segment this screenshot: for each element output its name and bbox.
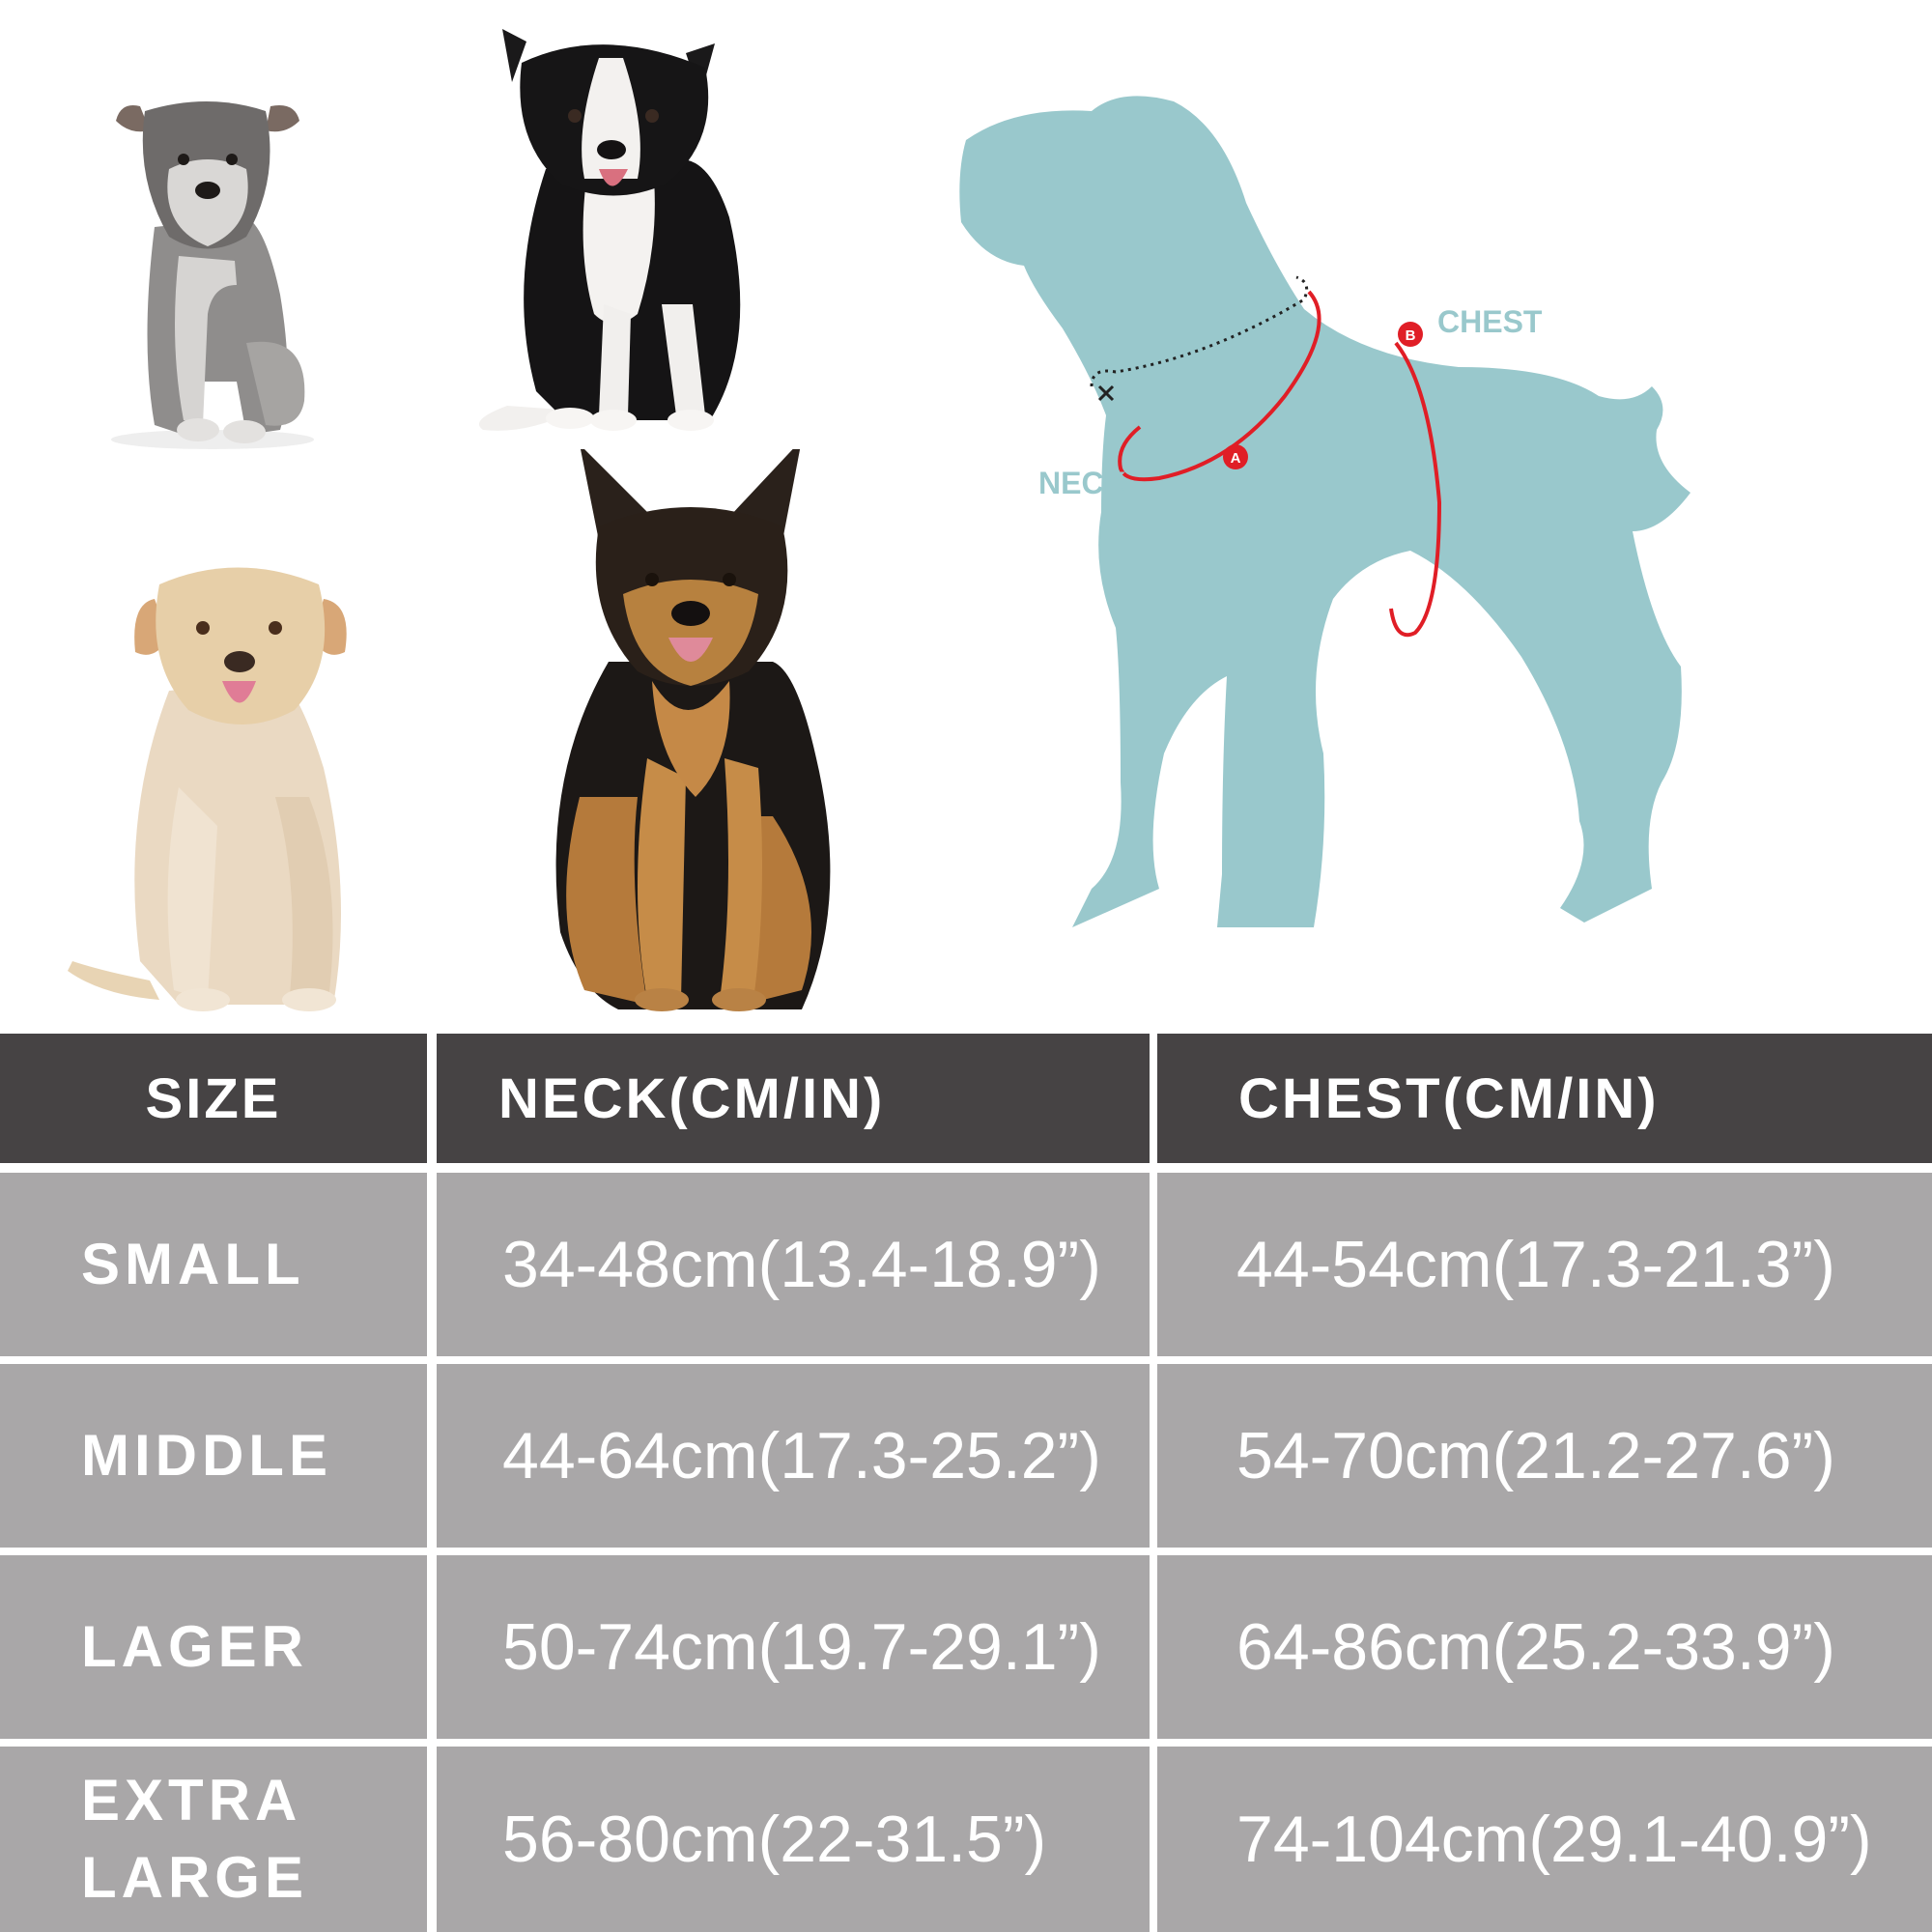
table-row-size: SMALL: [0, 1173, 427, 1356]
size-extra-large: EXTRA LARGE: [81, 1768, 308, 1910]
table-row-neck: 56-80cm(22-31.5”): [437, 1747, 1150, 1932]
chest-value: 64-86cm(25.2-33.9”): [1236, 1610, 1835, 1684]
chest-label: CHEST: [1437, 304, 1543, 339]
neck-label: NECK: [1038, 466, 1126, 500]
border-collie-photo: [469, 24, 787, 440]
table-row-size: LAGER: [0, 1555, 427, 1739]
chest-value: 54-70cm(21.2-27.6”): [1236, 1419, 1835, 1492]
table-row-chest: 44-54cm(17.3-21.3”): [1157, 1173, 1932, 1356]
neck-measure-line: [1118, 290, 1321, 482]
dog-silhouette: [959, 96, 1690, 927]
header-neck: NECK(CM/IN): [437, 1034, 1150, 1163]
header-chest-label: CHEST(CM/IN): [1238, 1066, 1660, 1130]
neck-value: 50-74cm(19.7-29.1”): [502, 1610, 1101, 1684]
marker-b: B: [1398, 322, 1423, 347]
neck-value: 44-64cm(17.3-25.2”): [502, 1419, 1101, 1492]
table-row-neck: 50-74cm(19.7-29.1”): [437, 1555, 1150, 1739]
table-row-chest: 54-70cm(21.2-27.6”): [1157, 1364, 1932, 1548]
size-small: SMALL: [81, 1232, 305, 1296]
neck-value: 34-48cm(13.4-18.9”): [502, 1228, 1101, 1301]
labrador-photo: [63, 546, 386, 1014]
neck-cross-mark: [1097, 384, 1115, 402]
table-row-size: MIDDLE: [0, 1364, 427, 1548]
svg-text:B: B: [1406, 327, 1416, 344]
size-lager: LAGER: [81, 1614, 308, 1679]
size-middle: MIDDLE: [81, 1423, 332, 1488]
table-row-size: EXTRA LARGE: [0, 1747, 427, 1932]
header-neck-label: NECK(CM/IN): [498, 1066, 886, 1130]
header-size-label: SIZE: [145, 1066, 282, 1130]
table-row-chest: 74-104cm(29.1-40.9”): [1157, 1747, 1932, 1932]
header-size: SIZE: [0, 1034, 427, 1163]
table-row-neck: 44-64cm(17.3-25.2”): [437, 1364, 1150, 1548]
chest-value: 44-54cm(17.3-21.3”): [1236, 1228, 1835, 1301]
measurement-diagram: A B NECK CHEST: [956, 87, 1710, 937]
neck-guide-dotted: [1090, 275, 1309, 387]
header-chest: CHEST(CM/IN): [1157, 1034, 1932, 1163]
neck-value: 56-80cm(22-31.5”): [502, 1803, 1047, 1876]
german-shepherd-photo: [541, 449, 840, 1019]
table-row-chest: 64-86cm(25.2-33.9”): [1157, 1555, 1932, 1739]
marker-a: A: [1223, 444, 1248, 469]
chest-value: 74-104cm(29.1-40.9”): [1236, 1803, 1872, 1876]
size-chart-table: SIZE NECK(CM/IN) CHEST(CM/IN) SMALL 34-4…: [0, 1034, 1932, 1932]
svg-text:A: A: [1231, 450, 1241, 467]
chest-measure-line: [1389, 341, 1442, 638]
schnauzer-photo: [101, 92, 324, 454]
table-row-neck: 34-48cm(13.4-18.9”): [437, 1173, 1150, 1356]
